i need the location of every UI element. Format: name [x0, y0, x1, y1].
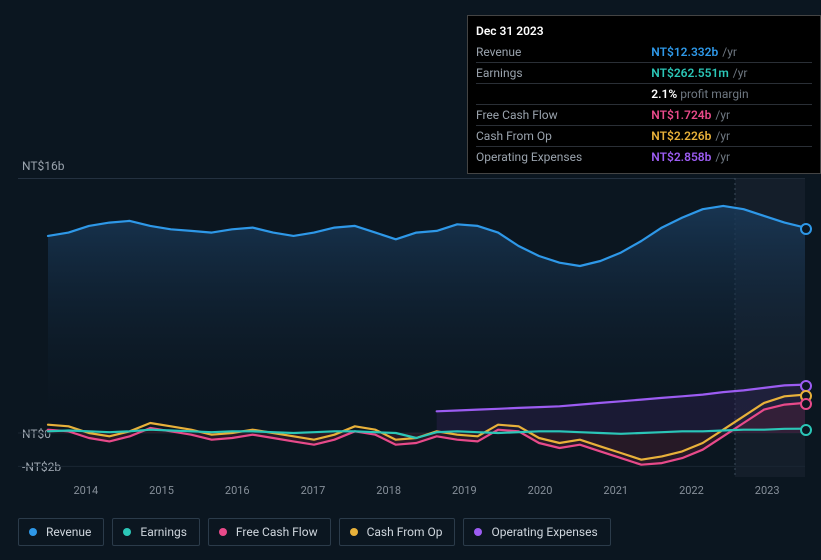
x-axis-year: 2014	[73, 484, 98, 497]
x-axis-year: 2023	[755, 484, 780, 497]
legend-swatch	[123, 528, 131, 536]
legend-item[interactable]: Free Cash Flow	[208, 518, 331, 546]
series-end-marker	[800, 223, 812, 235]
legend-item[interactable]: Operating Expenses	[463, 518, 610, 546]
tooltip-date: Dec 31 2023	[476, 20, 812, 42]
tooltip-row-value: NT$12.332b/yr	[651, 42, 812, 63]
x-axis-year: 2022	[679, 484, 704, 497]
x-axis-year: 2015	[149, 484, 174, 497]
chart-stage: NT$16bNT$0-NT$2b 20142015201620172018201…	[0, 0, 821, 560]
legend-swatch	[474, 528, 482, 536]
legend-label: Revenue	[46, 525, 91, 539]
tooltip-row-label: Operating Expenses	[476, 147, 651, 168]
chart-plot[interactable]	[18, 178, 805, 477]
legend-item[interactable]: Cash From Op	[339, 518, 456, 546]
x-axis-year: 2021	[603, 484, 628, 497]
tooltip-row-label: Revenue	[476, 42, 651, 63]
tooltip-row-value: NT$262.551m/yr	[651, 63, 812, 84]
hover-tooltip: Dec 31 2023 RevenueNT$12.332b/yrEarnings…	[467, 15, 821, 174]
legend-label: Cash From Op	[367, 525, 443, 539]
legend-swatch	[29, 528, 37, 536]
series-end-marker	[800, 424, 812, 436]
series-end-marker	[800, 398, 812, 410]
tooltip-row-label: Earnings	[476, 63, 651, 84]
tooltip-row-value: NT$2.226b/yr	[651, 126, 812, 147]
x-axis-year: 2016	[225, 484, 250, 497]
legend: Revenue Earnings Free Cash Flow Cash From O…	[18, 518, 611, 546]
x-axis-year: 2017	[301, 484, 326, 497]
tooltip-row-value: NT$2.858b/yr	[651, 147, 812, 168]
y-axis-label: NT$16b	[22, 159, 65, 173]
legend-swatch	[219, 528, 227, 536]
tooltip-row-value: NT$1.724b/yr	[651, 105, 812, 126]
tooltip-row-label: Cash From Op	[476, 126, 651, 147]
tooltip-row-sub: 2.1% profit margin	[651, 84, 812, 105]
legend-label: Earnings	[140, 525, 187, 539]
legend-item[interactable]: Revenue	[18, 518, 104, 546]
legend-label: Free Cash Flow	[236, 525, 318, 539]
legend-swatch	[350, 528, 358, 536]
x-axis-year: 2019	[452, 484, 477, 497]
x-axis-labels: 2014 2015 2016 2017 2018 2019 2020 2021 2022 2023	[0, 484, 821, 500]
legend-item[interactable]: Earnings	[112, 518, 200, 546]
legend-label: Operating Expenses	[491, 525, 597, 539]
x-axis-year: 2020	[528, 484, 553, 497]
x-axis-year: 2018	[376, 484, 401, 497]
tooltip-row-label: Free Cash Flow	[476, 105, 651, 126]
